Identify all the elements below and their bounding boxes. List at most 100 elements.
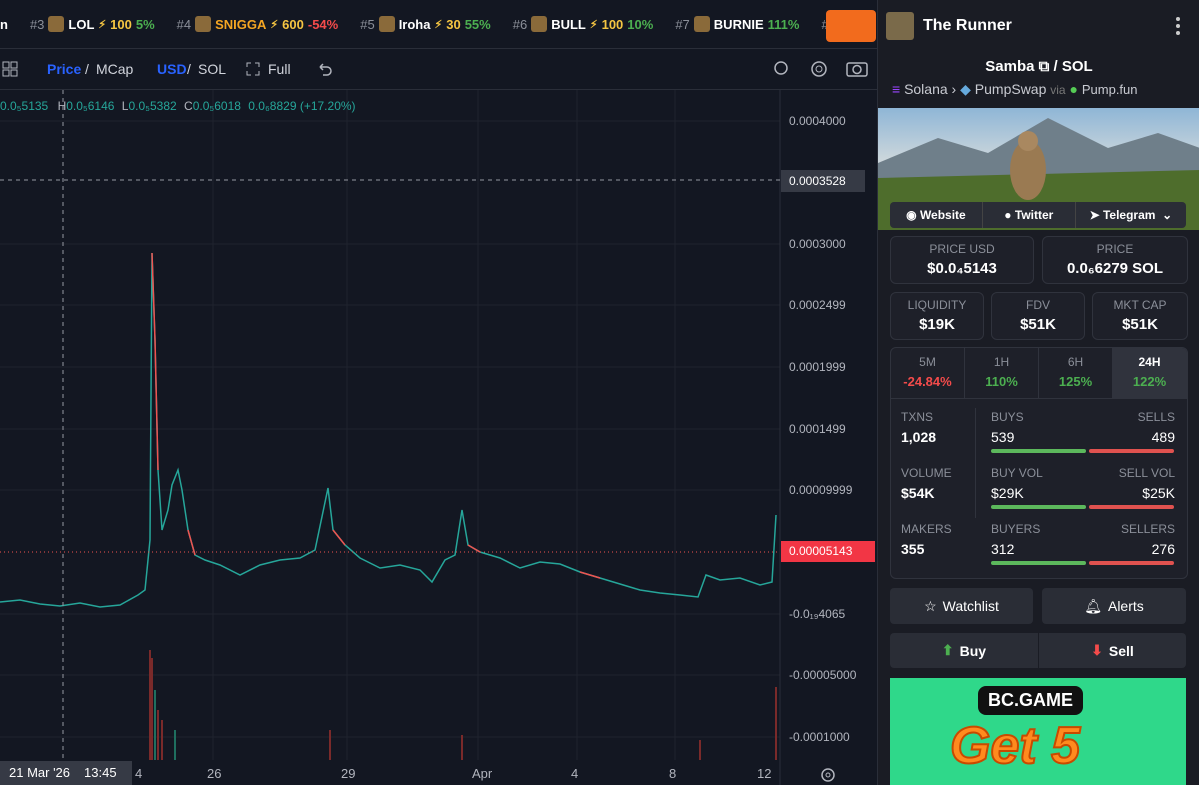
timeframe-tab[interactable]: 5M -24.84% (891, 348, 965, 398)
token-panel: The Runner Samba ⧉ / SOL ≡ Solana › ◆ Pu… (877, 0, 1199, 785)
chain[interactable]: Solana (904, 81, 948, 97)
rank: #3 (29, 16, 45, 32)
fullscreen-button[interactable]: Full (268, 61, 291, 77)
ad-banner[interactable]: BC.GAME Get 5 (890, 678, 1186, 785)
sol-toggle[interactable]: SOL (198, 61, 227, 77)
token-icon (195, 16, 212, 32)
fdv-box: FDV $51K (991, 292, 1085, 340)
link-twitter[interactable]: ● Twitter (983, 202, 1076, 228)
value: $19K (919, 316, 955, 333)
label: Alerts (1107, 598, 1144, 614)
fullscreen-icon (246, 62, 260, 76)
value: $51K (1122, 316, 1158, 333)
token-icon (378, 16, 395, 32)
buy-bar (991, 449, 1086, 453)
trending-button[interactable] (826, 10, 876, 42)
buy-button[interactable]: ⬆ Buy (890, 633, 1038, 668)
separator: / (85, 61, 89, 77)
label: MKT CAP (1113, 298, 1167, 312)
crosshair-price-label: 0.0003528 (781, 170, 865, 192)
ohlc-high: 0.0₅6146 (66, 99, 115, 113)
token-icon (48, 16, 65, 32)
boost: 600 (282, 16, 304, 32)
ohlc-label: H (57, 99, 67, 113)
token-icon (531, 16, 548, 32)
tab-label: 24H (1138, 355, 1161, 369)
token-name: LOL (68, 16, 95, 32)
dex[interactable]: PumpSwap (974, 81, 1047, 97)
chart-tools-icons[interactable] (772, 59, 872, 79)
sell-button[interactable]: ⬇ Sell (1039, 633, 1186, 668)
price-chart (0, 90, 781, 785)
boost-icon: ⚡︎ (434, 18, 443, 31)
mktcap-box: MKT CAP $51K (1092, 292, 1188, 340)
timeframe-tab[interactable]: 6H 125% (1039, 348, 1113, 398)
buy-bar (991, 561, 1086, 565)
stat-label: MAKERS (901, 522, 952, 536)
undo-icon[interactable] (316, 61, 332, 77)
stat-right: 489 (1151, 429, 1175, 445)
ticker-item[interactable]: #4 SNIGGA ⚡︎ 600 -54% (177, 16, 339, 32)
link-label: Telegram (1102, 208, 1156, 222)
stat-value: 1,028 (901, 429, 937, 445)
usd-toggle[interactable]: USD (157, 61, 187, 77)
alerts-button[interactable]: 🔔︎ Alerts (1042, 588, 1186, 624)
ad-brand: BC.GAME (978, 686, 1083, 715)
sell-bar (1089, 505, 1174, 509)
boost: 100 (110, 16, 132, 32)
link-telegram[interactable]: ➤ Telegram ⌄ (1089, 208, 1173, 222)
stat-value: 355 (901, 541, 925, 557)
stat-left: $29K (991, 485, 1024, 501)
token-icon (693, 16, 710, 32)
boost-icon: ⚡︎ (270, 18, 279, 31)
link-website[interactable]: ◉ Website (890, 202, 983, 228)
volume-bars (149, 650, 777, 760)
watchlist-button[interactable]: ☆ Watchlist (890, 588, 1033, 624)
ohlc-open: 0.0₅5135 (0, 99, 49, 113)
timeframe-tab[interactable]: 24H 122% (1113, 348, 1187, 398)
time-tick-label: 26 (207, 766, 222, 781)
ticker-item[interactable]: #5 Iroha ⚡︎ 30 55% (360, 16, 491, 32)
ticker-item[interactable]: #7 BURNIE 111% (675, 16, 799, 32)
change: -54% (307, 16, 339, 32)
time-tick-label: Apr (472, 766, 493, 781)
sell-bar (1089, 561, 1174, 565)
stat-right-label: SELL VOL (1118, 466, 1175, 480)
token-name: BULL (551, 16, 586, 32)
stat-left: 539 (991, 429, 1015, 445)
change: 111% (767, 16, 800, 32)
price-toggle[interactable]: Price (47, 61, 82, 77)
via: via (1050, 83, 1066, 97)
ticker-item[interactable]: #6 BULL ⚡︎ 100 10% (513, 16, 653, 32)
value: $0.0₄5143 (927, 260, 997, 277)
link-label: Website (919, 208, 966, 222)
tab-label: 6H (1067, 355, 1084, 369)
timeframe-tab[interactable]: 1H 110% (965, 348, 1039, 398)
tab-change: 125% (1058, 374, 1093, 389)
stat-right: $25K (1142, 485, 1175, 501)
chart-toolbar: Price / MCap USD / SOL Full (0, 49, 877, 90)
launchpad[interactable]: Pump.fun (1081, 82, 1138, 97)
label: FDV (1026, 298, 1050, 312)
value: 0.0₆6279 SOL (1066, 260, 1164, 277)
ohlc-low: 0.0₅5382 (128, 99, 177, 113)
ticker-item[interactable]: #3 LOL ⚡︎ 100 5% (30, 16, 155, 32)
route: ≡ Solana › ◆ PumpSwap via ● Pump.fun (892, 81, 1138, 97)
price-line (0, 252, 777, 608)
change: 55% (464, 16, 491, 32)
stat-left-label: BUYERS (991, 522, 1041, 536)
mcap-toggle[interactable]: MCap (96, 61, 134, 77)
layout-icon[interactable] (2, 61, 18, 77)
boost-icon: ⚡︎ (98, 18, 107, 31)
stat-label: VOLUME (901, 466, 952, 480)
menu-icon[interactable] (1174, 16, 1182, 36)
ohlc-label: L (121, 99, 129, 113)
stat-left: 312 (991, 541, 1015, 557)
last-price-label: 0.00005143 (781, 541, 875, 562)
settings-icon[interactable] (820, 767, 836, 783)
rank: #7 (675, 16, 690, 32)
tab-change: 110% (985, 374, 1018, 389)
timeframe-tabs: 5M -24.84% 1H 110% 6H 125% 24H 122% (891, 348, 1187, 399)
price-usd-box: PRICE USD $0.0₄5143 (890, 236, 1034, 284)
